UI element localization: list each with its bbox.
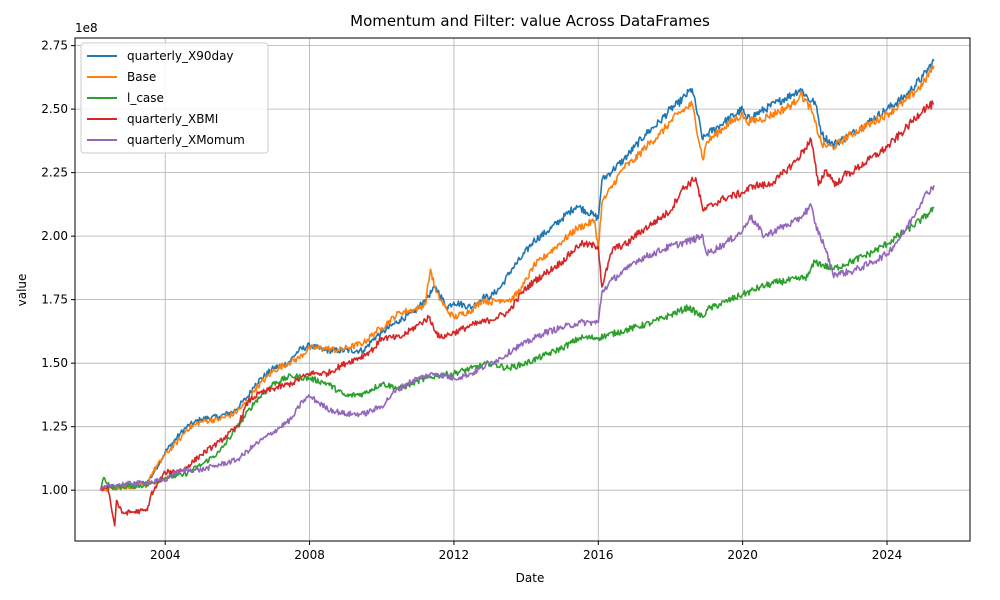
series-line-quarterly-xbmi (99, 100, 935, 527)
y-tick-label: 2.50 (41, 102, 68, 116)
y-tick-label: 2.00 (41, 229, 68, 243)
series-lines (99, 58, 935, 527)
x-tick-label: 2020 (727, 548, 758, 562)
y-tick-label: 1.75 (41, 293, 68, 307)
y-tick-label: 2.75 (41, 39, 68, 53)
series-line-quarterly-xmomum (99, 185, 935, 491)
x-tick-label: 2008 (294, 548, 325, 562)
x-tick-label: 2024 (872, 548, 903, 562)
legend-items: quarterly_X90day Base l_case quarterly_XBMI… (87, 49, 245, 147)
legend-label: l_case (127, 91, 164, 105)
legend: quarterly_X90day Base l_case quarterly_XBMI… (80, 42, 269, 154)
y-tick-label: 2.25 (41, 166, 68, 180)
y-tick-label: 1.00 (41, 483, 68, 497)
legend-box (80, 42, 269, 154)
x-tick-label: 2016 (583, 548, 614, 562)
series-line-base (99, 64, 935, 492)
x-tick-label: 2012 (439, 548, 470, 562)
y-tick-label: 1.50 (41, 356, 68, 370)
plot-frame (74, 37, 971, 542)
chart-title: Momentum and Filter: value Across DataFr… (350, 12, 710, 30)
legend-label: quarterly_XBMI (127, 112, 218, 126)
legend-label: quarterly_XMomum (127, 133, 245, 147)
x-axis-title: Date (516, 571, 545, 585)
legend-label: Base (127, 70, 156, 84)
legend-label: quarterly_X90day (127, 49, 234, 63)
x-tick-label: 2004 (150, 548, 181, 562)
y-tick-label: 1.25 (41, 420, 68, 434)
y-axis-title: value (15, 274, 29, 307)
axis-ticks: 2004 2008 2012 2016 2020 2024 1.00 1.25 1.50 1.75… (41, 39, 902, 562)
series-line-l-case (99, 206, 935, 491)
y-offset-label: 1e8 (75, 21, 98, 35)
